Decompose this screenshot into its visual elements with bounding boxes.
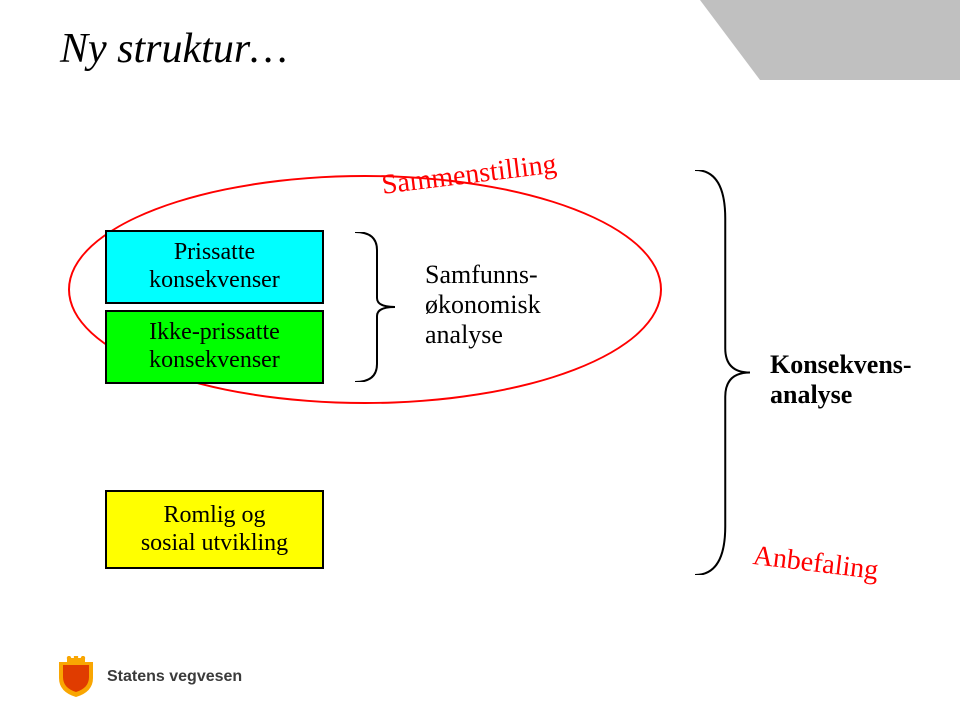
vegvesen-shield-icon bbox=[55, 656, 97, 698]
footer-logo-text: Statens vegvesen bbox=[107, 668, 242, 686]
label-anbefaling: Anbefaling bbox=[751, 540, 880, 587]
label-samfunns: Samfunns-økonomiskanalyse bbox=[425, 260, 541, 350]
box-prissatte: Prissattekonsekvenser bbox=[105, 230, 324, 304]
corner-accent-shape bbox=[700, 0, 960, 80]
box-ikke-prissatte-text: Ikke-prissattekonsekvenser bbox=[149, 319, 280, 374]
slide-root: Ny struktur… Sammenstilling Prissattekon… bbox=[0, 0, 960, 720]
footer-logo: Statens vegvesen bbox=[55, 656, 242, 698]
label-konsekvens: Konsekvens-analyse bbox=[770, 350, 912, 410]
brace-large bbox=[695, 170, 750, 575]
box-prissatte-text: Prissattekonsekvenser bbox=[149, 239, 280, 294]
box-romlig: Romlig ogsosial utvikling bbox=[105, 490, 324, 569]
page-title: Ny struktur… bbox=[60, 25, 288, 73]
box-ikke-prissatte: Ikke-prissattekonsekvenser bbox=[105, 310, 324, 384]
brace-small bbox=[355, 232, 395, 382]
box-romlig-text: Romlig ogsosial utvikling bbox=[141, 502, 288, 557]
